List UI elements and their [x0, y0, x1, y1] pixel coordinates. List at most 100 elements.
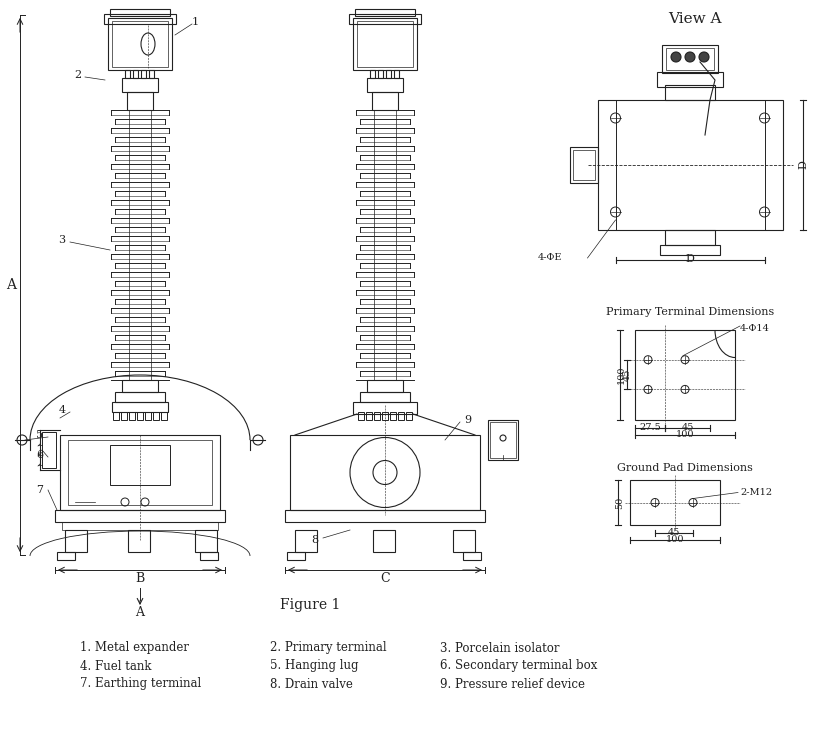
- Bar: [573, 150, 595, 180]
- Bar: [373, 530, 395, 552]
- Bar: [665, 85, 715, 100]
- Text: 6: 6: [36, 450, 44, 460]
- Bar: [125, 70, 130, 78]
- Bar: [367, 78, 403, 92]
- Bar: [295, 530, 317, 552]
- Bar: [42, 432, 56, 468]
- Bar: [153, 412, 159, 420]
- Text: 7: 7: [36, 485, 44, 495]
- Bar: [128, 530, 150, 552]
- Bar: [662, 45, 718, 73]
- Bar: [657, 72, 723, 87]
- Bar: [110, 445, 170, 485]
- Bar: [55, 510, 225, 522]
- Bar: [382, 412, 388, 420]
- Bar: [360, 392, 410, 402]
- Text: 8. Drain valve: 8. Drain valve: [270, 678, 353, 690]
- Text: 100: 100: [676, 430, 695, 439]
- Bar: [406, 412, 412, 420]
- Bar: [137, 412, 143, 420]
- Bar: [358, 412, 364, 420]
- Bar: [353, 18, 417, 70]
- Text: 9: 9: [464, 415, 472, 425]
- Bar: [353, 402, 417, 414]
- Bar: [490, 422, 516, 458]
- Bar: [141, 70, 146, 78]
- Text: 3: 3: [59, 235, 65, 245]
- Text: 2: 2: [74, 70, 82, 80]
- Text: View A: View A: [668, 12, 722, 26]
- Bar: [287, 552, 305, 560]
- Bar: [65, 530, 87, 552]
- Text: 100: 100: [666, 535, 684, 544]
- Bar: [104, 14, 176, 24]
- Circle shape: [671, 52, 681, 62]
- Bar: [133, 70, 138, 78]
- Bar: [108, 18, 172, 70]
- Bar: [386, 70, 391, 78]
- Bar: [161, 412, 167, 420]
- Bar: [374, 412, 380, 420]
- Text: A: A: [135, 606, 144, 619]
- Text: 5: 5: [36, 430, 44, 440]
- Bar: [355, 9, 415, 16]
- Text: 45: 45: [667, 528, 680, 537]
- Bar: [569, 147, 597, 183]
- Text: 1: 1: [191, 17, 199, 27]
- Bar: [57, 552, 75, 560]
- Bar: [349, 14, 421, 24]
- Text: 4-ΦE: 4-ΦE: [538, 253, 563, 262]
- Bar: [129, 412, 135, 420]
- Bar: [378, 70, 383, 78]
- Bar: [660, 245, 720, 255]
- Text: Figure 1: Figure 1: [280, 598, 340, 612]
- Bar: [121, 412, 127, 420]
- Bar: [372, 92, 398, 110]
- Bar: [666, 48, 714, 70]
- Bar: [370, 70, 375, 78]
- Bar: [367, 380, 403, 392]
- Bar: [453, 530, 475, 552]
- Text: Ground Pad Dimensions: Ground Pad Dimensions: [617, 463, 753, 473]
- Bar: [366, 412, 372, 420]
- Bar: [127, 92, 153, 110]
- Bar: [195, 530, 217, 552]
- Text: D: D: [799, 161, 808, 170]
- Text: 45: 45: [623, 368, 632, 381]
- Circle shape: [685, 52, 695, 62]
- Bar: [122, 380, 158, 392]
- Bar: [122, 78, 158, 92]
- Bar: [112, 402, 168, 412]
- Bar: [290, 435, 480, 510]
- Bar: [285, 510, 485, 522]
- Text: 9. Pressure relief device: 9. Pressure relief device: [440, 678, 585, 690]
- Text: 8: 8: [312, 535, 318, 545]
- Text: 3. Porcelain isolator: 3. Porcelain isolator: [440, 642, 559, 654]
- Circle shape: [699, 52, 709, 62]
- Bar: [115, 392, 165, 402]
- Text: 5. Hanging lug: 5. Hanging lug: [270, 660, 359, 672]
- Bar: [62, 522, 218, 530]
- Bar: [398, 412, 404, 420]
- Bar: [200, 552, 218, 560]
- Text: 1. Metal expander: 1. Metal expander: [80, 642, 189, 654]
- Bar: [357, 21, 413, 67]
- Bar: [145, 412, 151, 420]
- Text: 45: 45: [681, 423, 694, 432]
- Text: 2-M12: 2-M12: [740, 488, 772, 497]
- Bar: [110, 9, 170, 16]
- Bar: [394, 70, 399, 78]
- Text: C: C: [380, 571, 389, 584]
- Text: 6. Secondary terminal box: 6. Secondary terminal box: [440, 660, 597, 672]
- Text: 100: 100: [617, 366, 626, 384]
- Bar: [68, 440, 212, 505]
- Text: B: B: [135, 571, 144, 584]
- Bar: [630, 480, 720, 525]
- Bar: [635, 330, 735, 420]
- Bar: [488, 420, 518, 460]
- Text: 50: 50: [615, 496, 624, 509]
- Bar: [463, 552, 481, 560]
- Bar: [113, 412, 119, 420]
- Text: Primary Terminal Dimensions: Primary Terminal Dimensions: [606, 307, 774, 317]
- Text: 27.5: 27.5: [639, 423, 661, 432]
